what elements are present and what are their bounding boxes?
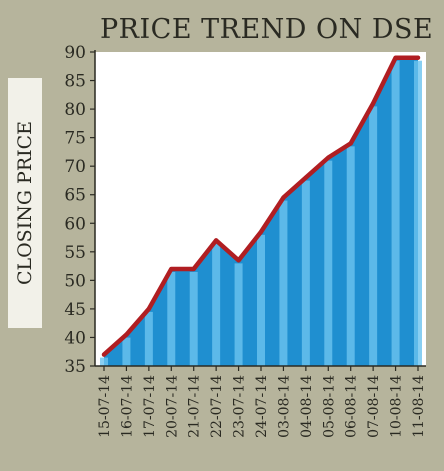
- data-point: [236, 258, 241, 263]
- chart-title: PRICE TREND ON DSE: [100, 14, 434, 45]
- x-tick-label: 16-07-14: [119, 375, 135, 438]
- x-tick-label: 17-07-14: [142, 375, 158, 438]
- data-point: [416, 55, 420, 60]
- data-point: [124, 332, 129, 337]
- data-point: [326, 155, 331, 160]
- data-bar: [346, 146, 355, 366]
- x-tick-label: 21-07-14: [187, 375, 203, 438]
- y-tick-label: 70: [64, 157, 86, 177]
- data-point: [259, 229, 263, 234]
- data-point: [393, 55, 398, 60]
- data-bar: [257, 234, 265, 366]
- data-bar: [122, 337, 131, 366]
- data-point: [281, 195, 286, 200]
- data-bar: [279, 200, 288, 366]
- x-tick-label: 06-08-14: [344, 375, 360, 438]
- y-axis-label-box: CLOSING PRICE: [8, 78, 42, 328]
- data-point: [214, 238, 219, 243]
- data-point: [303, 175, 308, 180]
- area-fill: [104, 57, 418, 366]
- data-point: [102, 352, 106, 357]
- y-tick-label: 75: [64, 129, 86, 149]
- data-bar: [414, 60, 422, 366]
- data-bar: [301, 180, 310, 366]
- x-tick-label: 23-07-14: [232, 375, 248, 438]
- x-tick-label: 11-08-14: [411, 375, 427, 438]
- data-point: [146, 306, 151, 311]
- x-tick-label: 05-08-14: [321, 375, 337, 438]
- y-tick-label: 80: [64, 100, 86, 120]
- data-point: [371, 101, 376, 106]
- x-tick-label: 03-08-14: [276, 375, 292, 438]
- data-bar: [234, 263, 243, 366]
- y-tick-label: 85: [64, 72, 86, 92]
- data-bar: [167, 271, 176, 366]
- y-tick-label: 65: [64, 186, 86, 206]
- data-bar: [212, 243, 221, 366]
- data-point: [169, 266, 174, 271]
- x-tick-label: 22-07-14: [209, 375, 225, 438]
- y-tick-label: 45: [64, 300, 86, 320]
- x-tick-label: 20-07-14: [164, 375, 180, 438]
- x-tick-label: 04-08-14: [299, 375, 315, 438]
- y-tick-label: 35: [64, 357, 86, 377]
- x-tick-label: 07-08-14: [366, 375, 382, 438]
- data-bar: [391, 60, 400, 366]
- data-point: [348, 141, 353, 146]
- x-tick-label: 15-07-14: [97, 375, 113, 438]
- data-bar: [100, 357, 108, 366]
- y-tick-label: 55: [64, 243, 86, 263]
- y-tick-label: 90: [64, 43, 86, 63]
- data-bar: [369, 106, 378, 366]
- data-bar: [144, 311, 153, 366]
- x-tick-label: 24-07-14: [254, 375, 270, 438]
- data-bar: [189, 271, 198, 366]
- data-bar: [324, 160, 333, 366]
- y-tick-label: 60: [64, 214, 86, 234]
- data-point: [191, 266, 196, 271]
- x-tick-label: 10-08-14: [389, 375, 405, 438]
- y-tick-label: 50: [64, 271, 86, 291]
- y-tick-label: 40: [64, 328, 86, 348]
